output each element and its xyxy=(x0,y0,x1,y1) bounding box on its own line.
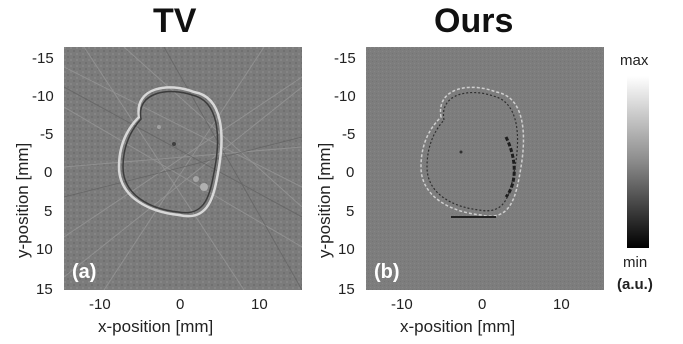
panel-a-y-tick: -10 xyxy=(32,88,54,105)
panel-b-x-tick: -10 xyxy=(391,296,413,313)
panel-b-image: (b) xyxy=(366,47,604,290)
panel-b-x-tick: 10 xyxy=(553,296,570,313)
colorbar-min-label: min xyxy=(623,254,648,271)
panel-a-x-tick: -10 xyxy=(89,296,111,313)
panel-a-y-tick: 0 xyxy=(44,164,53,181)
panel-a-reconstruction xyxy=(64,47,302,290)
panel-b-y-tick: -15 xyxy=(334,50,356,67)
panel-b-x-tick: 0 xyxy=(478,296,487,313)
colorbar-unit-label: (a.u.) xyxy=(617,276,653,293)
panel-b-y-tick: 5 xyxy=(346,203,355,220)
panel-a-y-tick: 10 xyxy=(36,241,53,258)
panel-a-x-axis-label: x-position [mm] xyxy=(98,317,214,336)
panel-b-x-axis-label: x-position [mm] xyxy=(400,317,516,336)
panel-a-y-axis-label: y-position [mm] xyxy=(13,142,32,258)
colorbar xyxy=(627,76,649,248)
panel-b-tag: (b) xyxy=(374,261,400,283)
panel-b-reconstruction xyxy=(366,47,604,290)
panel-a-tag: (a) xyxy=(72,261,97,283)
panel-b-title: Ours xyxy=(434,2,514,40)
panel-a-y-tick: 15 xyxy=(36,281,53,298)
panel-a-image: (a) xyxy=(64,47,302,290)
panel-a-y-tick: -15 xyxy=(32,50,54,67)
panel-a-title: TV xyxy=(153,2,197,40)
panel-b-y-tick: -5 xyxy=(342,126,356,143)
colorbar-max-label: max xyxy=(620,52,649,69)
panel-b-y-tick: -10 xyxy=(334,88,356,105)
panel-b-y-tick: 15 xyxy=(338,281,355,298)
panel-a-x-tick: 0 xyxy=(176,296,185,313)
panel-b-y-tick: 0 xyxy=(346,164,355,181)
panel-a-y-tick: -5 xyxy=(40,126,54,143)
panel-a-x-tick: 10 xyxy=(251,296,268,313)
panel-a-y-tick: 5 xyxy=(44,203,53,220)
panel-b-y-tick: 10 xyxy=(338,241,355,258)
panel-b-y-axis-label: y-position [mm] xyxy=(315,142,334,258)
